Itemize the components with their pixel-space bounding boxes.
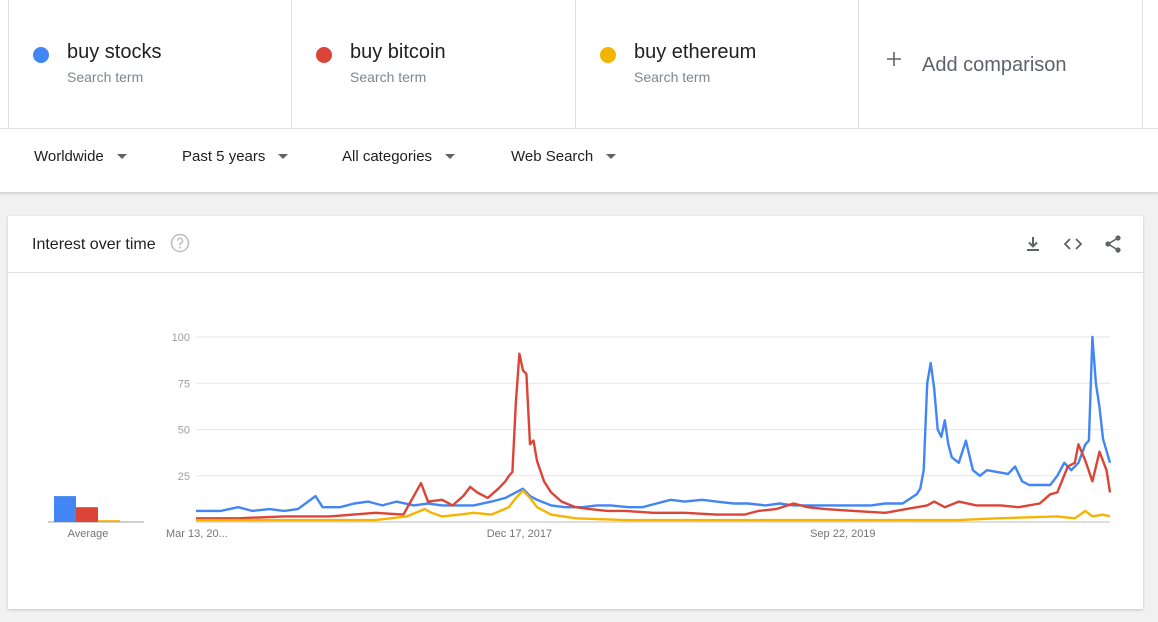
caret-down-icon — [116, 154, 127, 159]
filter-label: All categories — [342, 148, 433, 165]
filter-label: Worldwide — [34, 148, 104, 165]
series-line-buy-bitcoin — [196, 352, 1112, 520]
filter-region[interactable]: Worldwide — [34, 148, 127, 165]
filter-label: Past 5 years — [182, 148, 266, 165]
add-comparison-label: Add comparison — [922, 54, 1067, 76]
term-color-dot — [600, 47, 616, 63]
series-line-buy-stocks — [196, 335, 1112, 513]
share-icon[interactable] — [1103, 234, 1123, 254]
y-tick-label: 25 — [178, 471, 190, 483]
caret-down-icon — [278, 154, 289, 159]
x-tick-label: Mar 13, 20... — [166, 528, 228, 540]
plus-icon — [887, 52, 901, 66]
y-tick-label: 100 — [172, 332, 190, 344]
term-color-dot — [316, 47, 332, 63]
term-name: buy bitcoin — [350, 41, 446, 63]
average-label: Average — [68, 528, 109, 540]
card-title: Interest over time — [32, 236, 156, 253]
caret-down-icon — [606, 154, 617, 159]
download-icon[interactable] — [1023, 234, 1043, 254]
filter-label: Web Search — [511, 148, 594, 165]
search-term-buy-stocks[interactable]: buy stocks Search term — [8, 0, 292, 128]
card-header: Interest over time — [8, 216, 1143, 273]
x-tick-label: Dec 17, 2017 — [487, 528, 552, 540]
search-term-buy-bitcoin[interactable]: buy bitcoin Search term — [291, 0, 575, 128]
term-type: Search term — [67, 69, 144, 85]
interest-chart: 25 50 75 100 Mar 13, 20... Dec 17, 2017 Sep 22… — [48, 332, 1112, 540]
term-type: Search term — [350, 69, 427, 85]
y-tick-label: 75 — [178, 378, 190, 390]
average-bar — [76, 507, 98, 522]
term-type: Search term — [634, 69, 711, 85]
help-circle-icon[interactable] — [170, 233, 190, 253]
y-tick-label: 50 — [178, 425, 190, 437]
average-bar — [54, 496, 76, 522]
term-name: buy stocks — [67, 41, 162, 63]
caret-down-icon — [445, 154, 456, 159]
x-tick-label: Sep 22, 2019 — [810, 528, 875, 540]
term-color-dot — [33, 47, 49, 63]
embed-code-icon[interactable] — [1063, 234, 1083, 254]
series-line-buy-ethereum — [196, 489, 1111, 522]
search-term-buy-ethereum[interactable]: buy ethereum Search term — [575, 0, 859, 128]
filter-category[interactable]: All categories — [342, 148, 456, 165]
filter-time-range[interactable]: Past 5 years — [182, 148, 289, 165]
filter-search-type[interactable]: Web Search — [511, 148, 617, 165]
search-terms-bar: buy stocks Search term buy bitcoin Searc… — [0, 0, 1158, 129]
explore-header: buy stocks Search term buy bitcoin Searc… — [0, 0, 1158, 193]
term-name: buy ethereum — [634, 41, 757, 63]
average-bar — [98, 520, 120, 522]
add-comparison-button[interactable]: Add comparison — [858, 0, 1143, 128]
interest-over-time-card: Interest over time 25 50 75 100 Mar 13, 20..… — [8, 216, 1143, 609]
